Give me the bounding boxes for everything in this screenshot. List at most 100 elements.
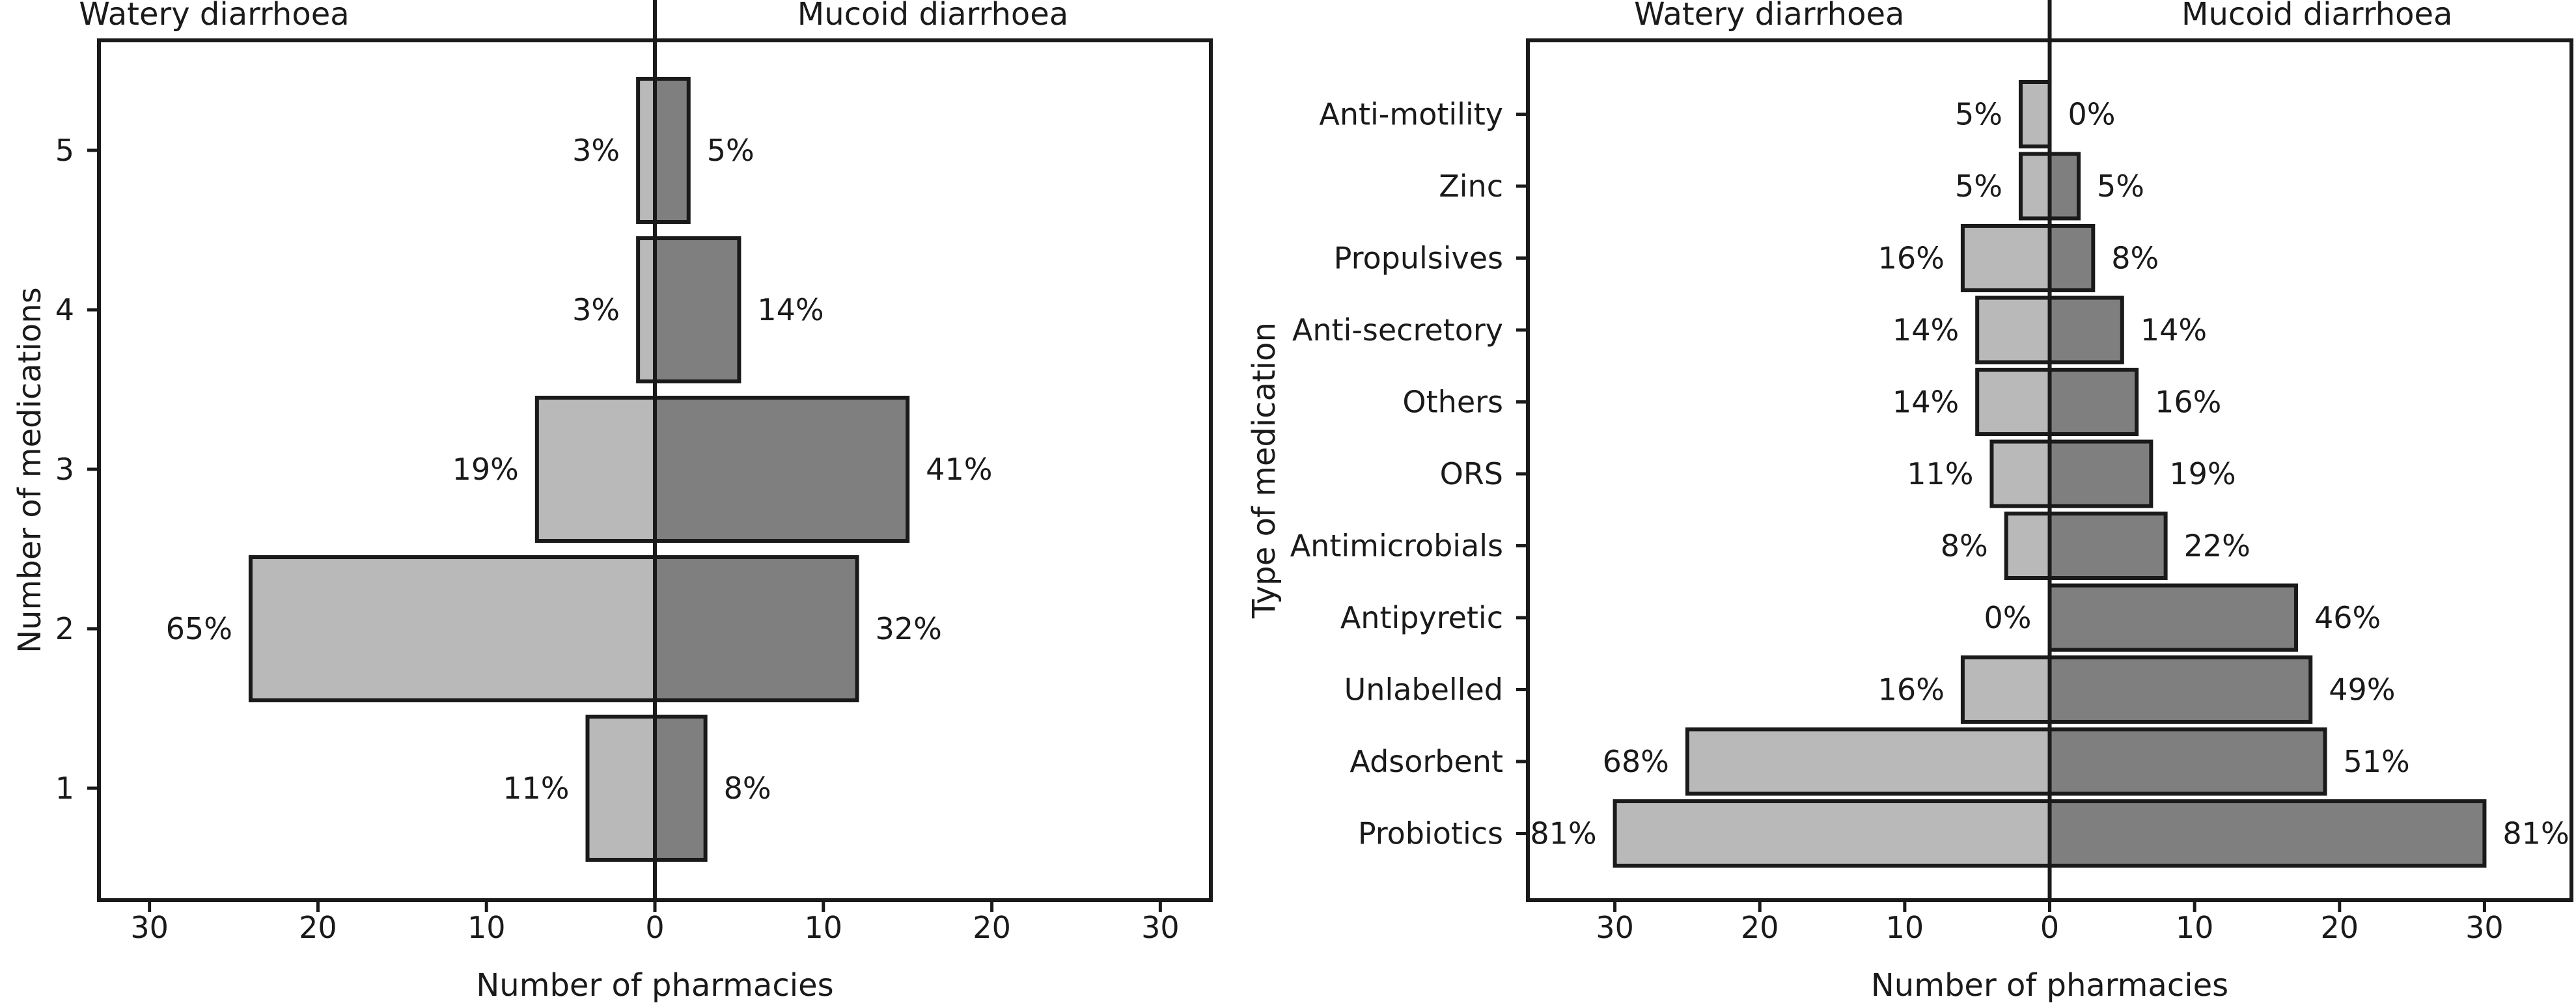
chart2-category-label: Others [1402, 385, 1503, 420]
chart1-category-label: 2 [55, 611, 74, 646]
chart2-label-mucoid: 16% [2155, 385, 2221, 420]
chart2-label-mucoid: 46% [2314, 600, 2381, 635]
chart1-bar-watery [248, 555, 657, 702]
chart1-xtick-label: 10 [805, 910, 843, 945]
chart1-xtick-label: 20 [299, 910, 337, 945]
chart2-category-label: Anti-motility [1319, 97, 1503, 132]
chart1-label-watery: 11% [503, 771, 569, 806]
chart1-xtick-label: 10 [467, 910, 506, 945]
chart2-ylabel: Type of medication [1246, 322, 1282, 619]
chart2-xlabel: Number of pharmacies [1871, 967, 2228, 1003]
chart1-category-label: 5 [55, 133, 74, 168]
chart2-bar-watery [2018, 80, 2052, 148]
chart2: 5% 0% Anti-motility 5% 5% Zinc 16% 8% Propulsive… [1246, 0, 2573, 1003]
chart1-bar-mucoid [653, 555, 859, 702]
chart2-category-label: Propulsives [1334, 241, 1503, 276]
chart1-label-watery: 3% [572, 133, 620, 168]
chart2-bar-mucoid [2047, 655, 2313, 724]
chart2-xtick-label: 20 [2321, 910, 2359, 945]
chart2-category-label: Antimicrobials [1290, 529, 1503, 564]
chart2-bar-mucoid [2047, 512, 2168, 580]
chart1-label-watery: 19% [452, 452, 519, 487]
chart2-xtick-label: 0 [2040, 910, 2059, 945]
chart2-bar-mucoid [2047, 152, 2081, 221]
chart2-category-label: Zinc [1439, 169, 1503, 204]
chart1-xtick-label: 0 [645, 910, 664, 945]
chart2-label-watery: 81% [1530, 816, 1596, 851]
chart2-xtick-label: 30 [2465, 910, 2504, 945]
chart2-label-watery: 8% [1941, 529, 1988, 564]
chart2-category-label: Anti-secretory [1292, 312, 1503, 348]
chart2-label-mucoid: 22% [2184, 529, 2251, 564]
chart2-bar-mucoid [2047, 368, 2139, 436]
chart1-bar-mucoid [653, 396, 910, 543]
chart1-label-mucoid: 14% [757, 292, 824, 327]
chart2-xtick-label: 10 [2176, 910, 2214, 945]
chart2-label-mucoid: 19% [2169, 456, 2236, 491]
chart2-bar-mucoid [2047, 583, 2298, 652]
chart2-bar-mucoid [2047, 727, 2327, 796]
chart1-ylabel: Number of medications [12, 287, 48, 653]
chart1-bar-mucoid [653, 77, 691, 224]
chart2-label-watery: 14% [1892, 312, 1959, 348]
chart2-label-watery: 5% [1955, 97, 2002, 132]
chart1-category-label: 3 [55, 452, 74, 487]
chart2-label-watery: 16% [1878, 241, 1945, 276]
chart2-xtick-label: 10 [1886, 910, 1924, 945]
chart2-category-label: Antipyretic [1340, 600, 1503, 635]
chart2-label-watery: 14% [1892, 385, 1959, 420]
chart2-label-mucoid: 49% [2329, 672, 2395, 708]
chart2-bar-watery [1960, 224, 2052, 292]
chart2-series-title-mucoid: Mucoid diarrhoea [2181, 0, 2452, 33]
chart1-series-title-watery: Watery diarrhoea [79, 0, 349, 33]
chart2-label-watery: 11% [1907, 456, 1973, 491]
chart2-bar-watery [1613, 799, 2052, 868]
chart1: 3% 5% 5 3% 14% 4 19% 41% 3 65% 32% 2 11% 8% 1 30 20 10 0 10… [12, 0, 1213, 1003]
chart2-xtick-label: 30 [1596, 910, 1634, 945]
chart1-xtick-label: 30 [1141, 910, 1180, 945]
chart2-bar-watery [1975, 368, 2052, 436]
chart2-bar-watery [1975, 295, 2052, 364]
chart1-xtick-label: 20 [973, 910, 1011, 945]
chart2-label-watery: 16% [1878, 672, 1945, 708]
chart1-series-title-mucoid: Mucoid diarrhoea [797, 0, 1068, 33]
chart2-bar-watery [1960, 655, 2052, 724]
chart1-label-mucoid: 5% [707, 133, 755, 168]
chart2-bar-watery [2018, 152, 2052, 221]
chart2-label-mucoid: 81% [2502, 816, 2569, 851]
chart1-label-mucoid: 41% [926, 452, 992, 487]
chart2-series-title-watery: Watery diarrhoea [1634, 0, 1904, 33]
chart2-xtick-label: 20 [1741, 910, 1779, 945]
chart2-label-mucoid: 5% [2097, 169, 2144, 204]
chart1-label-mucoid: 8% [724, 771, 771, 806]
chart1-label-watery: 65% [166, 611, 232, 646]
chart1-bar-watery [636, 236, 658, 383]
chart1-bar-mucoid [653, 715, 708, 862]
chart2-bar-watery [1989, 439, 2052, 508]
chart2-category-label: Adsorbent [1350, 744, 1503, 779]
chart2-category-label: Probiotics [1358, 816, 1503, 851]
chart2-label-mucoid: 14% [2140, 312, 2207, 348]
chart2-bar-watery [2004, 512, 2052, 580]
chart2-category-label: Unlabelled [1344, 672, 1503, 708]
chart2-label-watery: 0% [1984, 600, 2032, 635]
chart1-bar-mucoid [653, 236, 741, 383]
chart2-bar-mucoid [2047, 295, 2124, 364]
chart2-label-mucoid: 8% [2111, 241, 2159, 276]
chart1-label-watery: 3% [572, 292, 620, 327]
chart2-bar-mucoid [2047, 224, 2096, 292]
chart2-bar-watery [1685, 727, 2052, 796]
chart1-xlabel: Number of pharmacies [476, 967, 833, 1003]
chart2-label-mucoid: 51% [2344, 744, 2410, 779]
chart1-xtick-label: 30 [130, 910, 169, 945]
chart1-category-label: 4 [55, 292, 74, 327]
chart1-bar-watery [636, 77, 658, 224]
chart2-label-watery: 5% [1955, 169, 2002, 204]
chart2-label-mucoid: 0% [2068, 97, 2116, 132]
chart2-category-label: ORS [1440, 456, 1503, 491]
chart2-bar-mucoid [2047, 799, 2487, 868]
chart1-bar-watery [585, 715, 658, 862]
chart1-category-label: 1 [55, 771, 74, 806]
chart2-label-watery: 68% [1603, 744, 1669, 779]
